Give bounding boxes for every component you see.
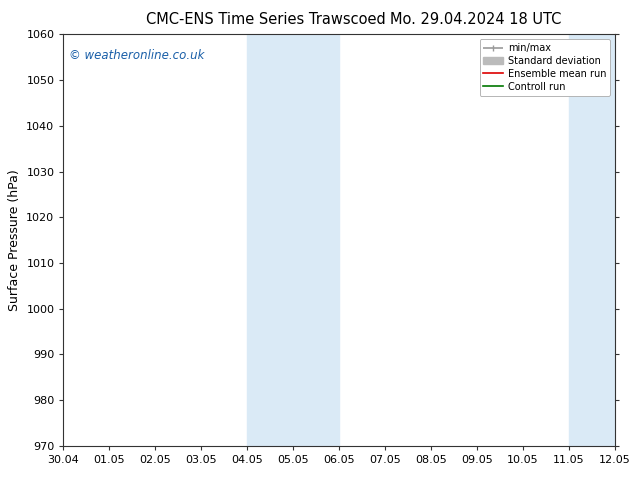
Text: © weatheronline.co.uk: © weatheronline.co.uk [69,49,204,62]
Legend: min/max, Standard deviation, Ensemble mean run, Controll run: min/max, Standard deviation, Ensemble me… [479,39,610,96]
Y-axis label: Surface Pressure (hPa): Surface Pressure (hPa) [8,169,21,311]
Text: Mo. 29.04.2024 18 UTC: Mo. 29.04.2024 18 UTC [390,12,561,27]
Bar [247,34,339,446]
Bar [569,34,634,446]
Text: CMC-ENS Time Series Trawscoed: CMC-ENS Time Series Trawscoed [146,12,386,27]
